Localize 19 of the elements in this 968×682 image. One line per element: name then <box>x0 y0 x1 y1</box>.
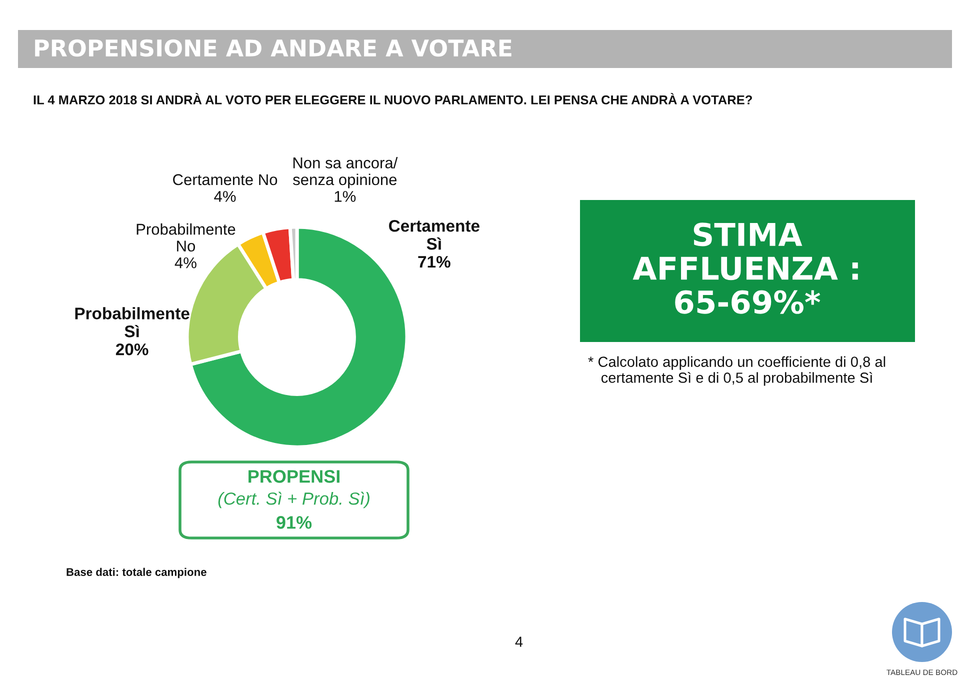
text: Base dati: totale campione <box>66 568 206 578</box>
text: PROPENSI <box>248 470 340 483</box>
text: STIMA AFFLUENZA : 65-69%* <box>632 222 858 314</box>
data-label: 4% <box>214 190 236 202</box>
data-label: 71% <box>418 256 450 268</box>
slice-label: Probabilmente Sì <box>75 307 190 338</box>
data-label: 4% <box>174 257 196 268</box>
text: 4 <box>515 636 523 647</box>
slice-label: Probabilmente No <box>136 223 236 252</box>
slice-label: Certamente No <box>173 174 278 186</box>
chart-subtitle: IL 4 MARZO 2018 SI ANDRÀ AL VOTO PER ELEGGERE IL NUOVO PARLAMENTO. LEI PENSA CHE ANDRÀ A VOTARE? <box>34 92 752 104</box>
slice-label: Non sa ancora/ senza opinione <box>293 156 398 188</box>
data-label: 1% <box>334 190 356 202</box>
slice-label: Certamente Sì <box>389 220 480 250</box>
chart-title: PROPENSIONE AD ANDARE A VOTARE <box>35 39 512 57</box>
text: (Cert. Sì + Prob. Sì) <box>218 492 370 508</box>
text: * Calcolato applicando un coefficiente di 0,8 al certamente Sì e di 0,5 al probabilmente Sì <box>588 356 886 386</box>
data-label: 20% <box>116 343 148 356</box>
text: 91% <box>276 516 312 529</box>
